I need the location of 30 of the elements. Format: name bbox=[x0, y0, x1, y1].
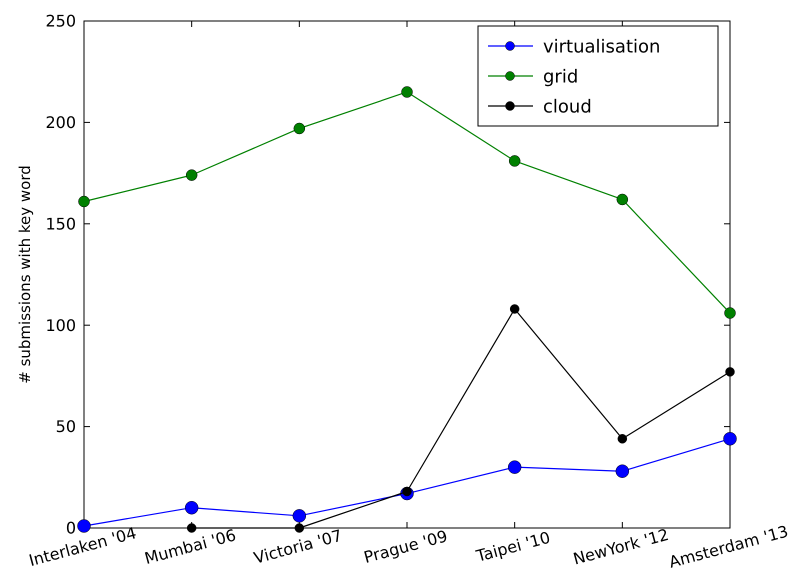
point bbox=[508, 460, 522, 474]
point bbox=[724, 307, 736, 319]
point bbox=[618, 434, 628, 444]
point bbox=[184, 500, 198, 514]
legend-label: cloud bbox=[543, 96, 592, 118]
point bbox=[723, 432, 737, 446]
y-tick-label: 200 bbox=[45, 113, 76, 132]
point bbox=[616, 194, 628, 206]
y-tick-label: 100 bbox=[45, 316, 76, 335]
point bbox=[294, 122, 306, 134]
point bbox=[294, 523, 304, 533]
point bbox=[508, 155, 520, 167]
point bbox=[292, 509, 306, 523]
point bbox=[401, 86, 413, 98]
legend-label: virtualisation bbox=[543, 36, 660, 58]
point bbox=[616, 464, 630, 478]
point bbox=[725, 367, 735, 377]
y-tick-label: 250 bbox=[45, 12, 76, 31]
y-axis-title: # submissions with key word bbox=[16, 165, 34, 384]
y-tick-label: 0 bbox=[66, 518, 76, 538]
point bbox=[510, 304, 520, 314]
x-tick-label: Taipei '10 bbox=[473, 528, 552, 566]
point bbox=[186, 169, 198, 181]
x-tick-label: Prague '09 bbox=[362, 526, 450, 567]
y-tick-label: 150 bbox=[45, 214, 76, 234]
y-tick-label: 50 bbox=[56, 417, 76, 436]
x-tick-label: Victoria '07 bbox=[252, 526, 344, 568]
point bbox=[77, 519, 91, 533]
point bbox=[78, 196, 90, 208]
legend-label: grid bbox=[543, 66, 578, 88]
